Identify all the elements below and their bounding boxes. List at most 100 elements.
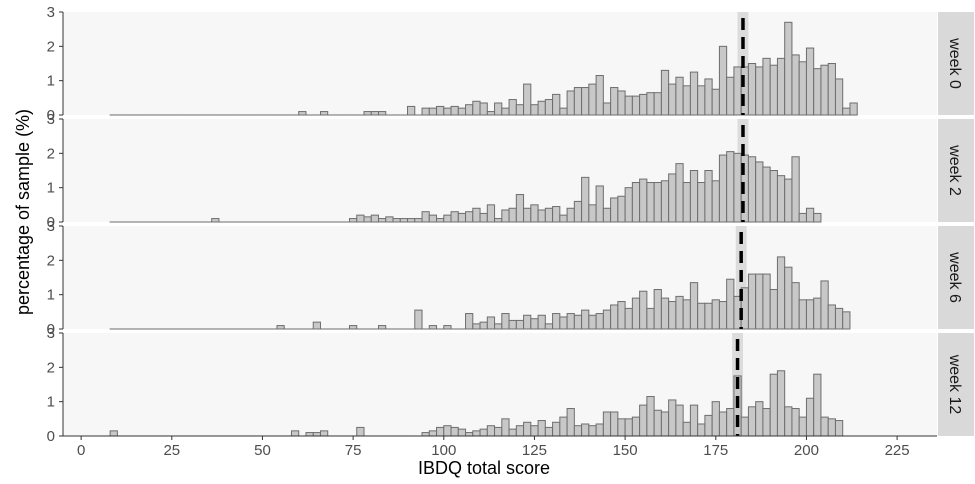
histogram-bar <box>834 420 844 437</box>
histogram-bar <box>530 318 539 330</box>
panels-group: 0 1 2 3 week 0 0 1 2 3 week 2 0 1 2 3 week 6 0 1 2 3 week 1… <box>47 4 974 445</box>
histogram-bar <box>624 95 633 116</box>
histogram-bar <box>465 432 474 437</box>
histogram-bar <box>646 307 655 330</box>
histogram-bar <box>559 316 568 330</box>
histogram-bar <box>407 105 416 116</box>
histogram-bar <box>392 218 401 223</box>
x-tick-label: 25 <box>163 442 180 459</box>
histogram-bar <box>689 170 699 223</box>
histogram-bar <box>689 404 699 437</box>
histogram-bar <box>494 323 503 330</box>
histogram-bar <box>566 408 575 437</box>
histogram-bar <box>508 428 517 437</box>
histogram-bar <box>842 311 851 330</box>
histogram-bar <box>348 218 358 223</box>
histogram-bar <box>704 302 713 330</box>
histogram-bar <box>689 71 699 116</box>
histogram-bar <box>450 211 459 223</box>
histogram-bar <box>530 204 539 223</box>
x-tick-label: 225 <box>885 442 910 459</box>
histogram-bar <box>290 430 300 437</box>
histogram-bar <box>537 420 546 437</box>
histogram-bar <box>450 105 459 116</box>
histogram-bar <box>414 309 423 330</box>
histogram-bar <box>762 273 771 330</box>
histogram-bar <box>668 399 677 437</box>
histogram-bar <box>813 212 822 223</box>
histogram-bar <box>298 111 307 116</box>
histogram-bar <box>602 309 612 330</box>
histogram-bar <box>631 297 641 330</box>
histogram-bar <box>450 426 459 437</box>
histogram-bar <box>624 187 633 223</box>
histogram-bar <box>776 57 786 116</box>
facet-strip <box>938 226 974 329</box>
histogram-bar <box>646 92 655 116</box>
histogram-bar <box>356 426 365 437</box>
histogram-bar <box>805 47 815 116</box>
histogram-bar <box>552 421 561 437</box>
histogram-bar <box>755 401 764 437</box>
histogram-bar <box>704 170 713 223</box>
histogram-bar <box>791 54 800 116</box>
histogram-bar <box>726 76 735 116</box>
histogram-bar <box>537 209 546 223</box>
histogram-bar <box>276 325 285 330</box>
histogram-bar <box>559 416 568 437</box>
histogram-bar <box>820 64 829 116</box>
histogram-bar <box>820 416 829 437</box>
histogram-bar <box>486 316 496 330</box>
facet-strip <box>938 12 974 115</box>
histogram-bar <box>385 216 394 223</box>
histogram-bar <box>370 214 380 223</box>
histogram-bar <box>675 76 684 116</box>
y-tick-label: 3 <box>47 218 55 235</box>
histogram-bar <box>805 299 815 330</box>
y-tick-label: 0 <box>47 428 55 445</box>
histogram-bar <box>581 87 590 116</box>
histogram-bar <box>573 425 583 437</box>
histogram-bar <box>805 207 815 223</box>
histogram-bar <box>428 214 438 223</box>
histogram-bar <box>109 430 118 437</box>
histogram-bar <box>595 313 604 330</box>
histogram-bar <box>646 182 655 223</box>
histogram-bar <box>581 176 590 223</box>
histogram-bar <box>711 401 720 437</box>
histogram-bar <box>414 218 423 223</box>
histogram-bar <box>494 218 503 223</box>
histogram-bar <box>776 175 786 223</box>
histogram-bar <box>740 66 749 116</box>
histogram-bar <box>602 411 612 437</box>
histogram-bar <box>653 289 662 330</box>
histogram-bar <box>631 95 641 116</box>
histogram-bar <box>747 273 757 330</box>
histogram-bar <box>515 425 525 437</box>
histogram-bar <box>682 299 691 330</box>
histogram-bar <box>588 204 597 223</box>
histogram-bar <box>827 418 836 437</box>
histogram-bar <box>443 214 452 223</box>
histogram-bar <box>755 273 764 330</box>
histogram-bar <box>769 289 778 330</box>
histogram-bar <box>602 207 612 223</box>
histogram-bar <box>472 430 481 437</box>
histogram-bar <box>363 111 372 116</box>
y-tick-label: 3 <box>47 325 55 342</box>
histogram-bar <box>319 430 329 437</box>
histogram-bar <box>834 78 844 116</box>
histogram-bar <box>827 304 836 330</box>
histogram-bar <box>726 151 735 223</box>
histogram-bar <box>515 319 525 330</box>
histogram-bar <box>653 182 662 223</box>
histogram-bar <box>211 218 220 223</box>
histogram-bar <box>675 163 684 223</box>
histogram-bar <box>660 411 670 437</box>
facet-strip-label: week 0 <box>946 37 963 89</box>
histogram-bar <box>530 104 539 116</box>
y-tick-label: 1 <box>47 287 55 304</box>
histogram-bar <box>820 280 829 330</box>
histogram-bar <box>544 207 554 223</box>
histogram-bar <box>776 370 786 437</box>
